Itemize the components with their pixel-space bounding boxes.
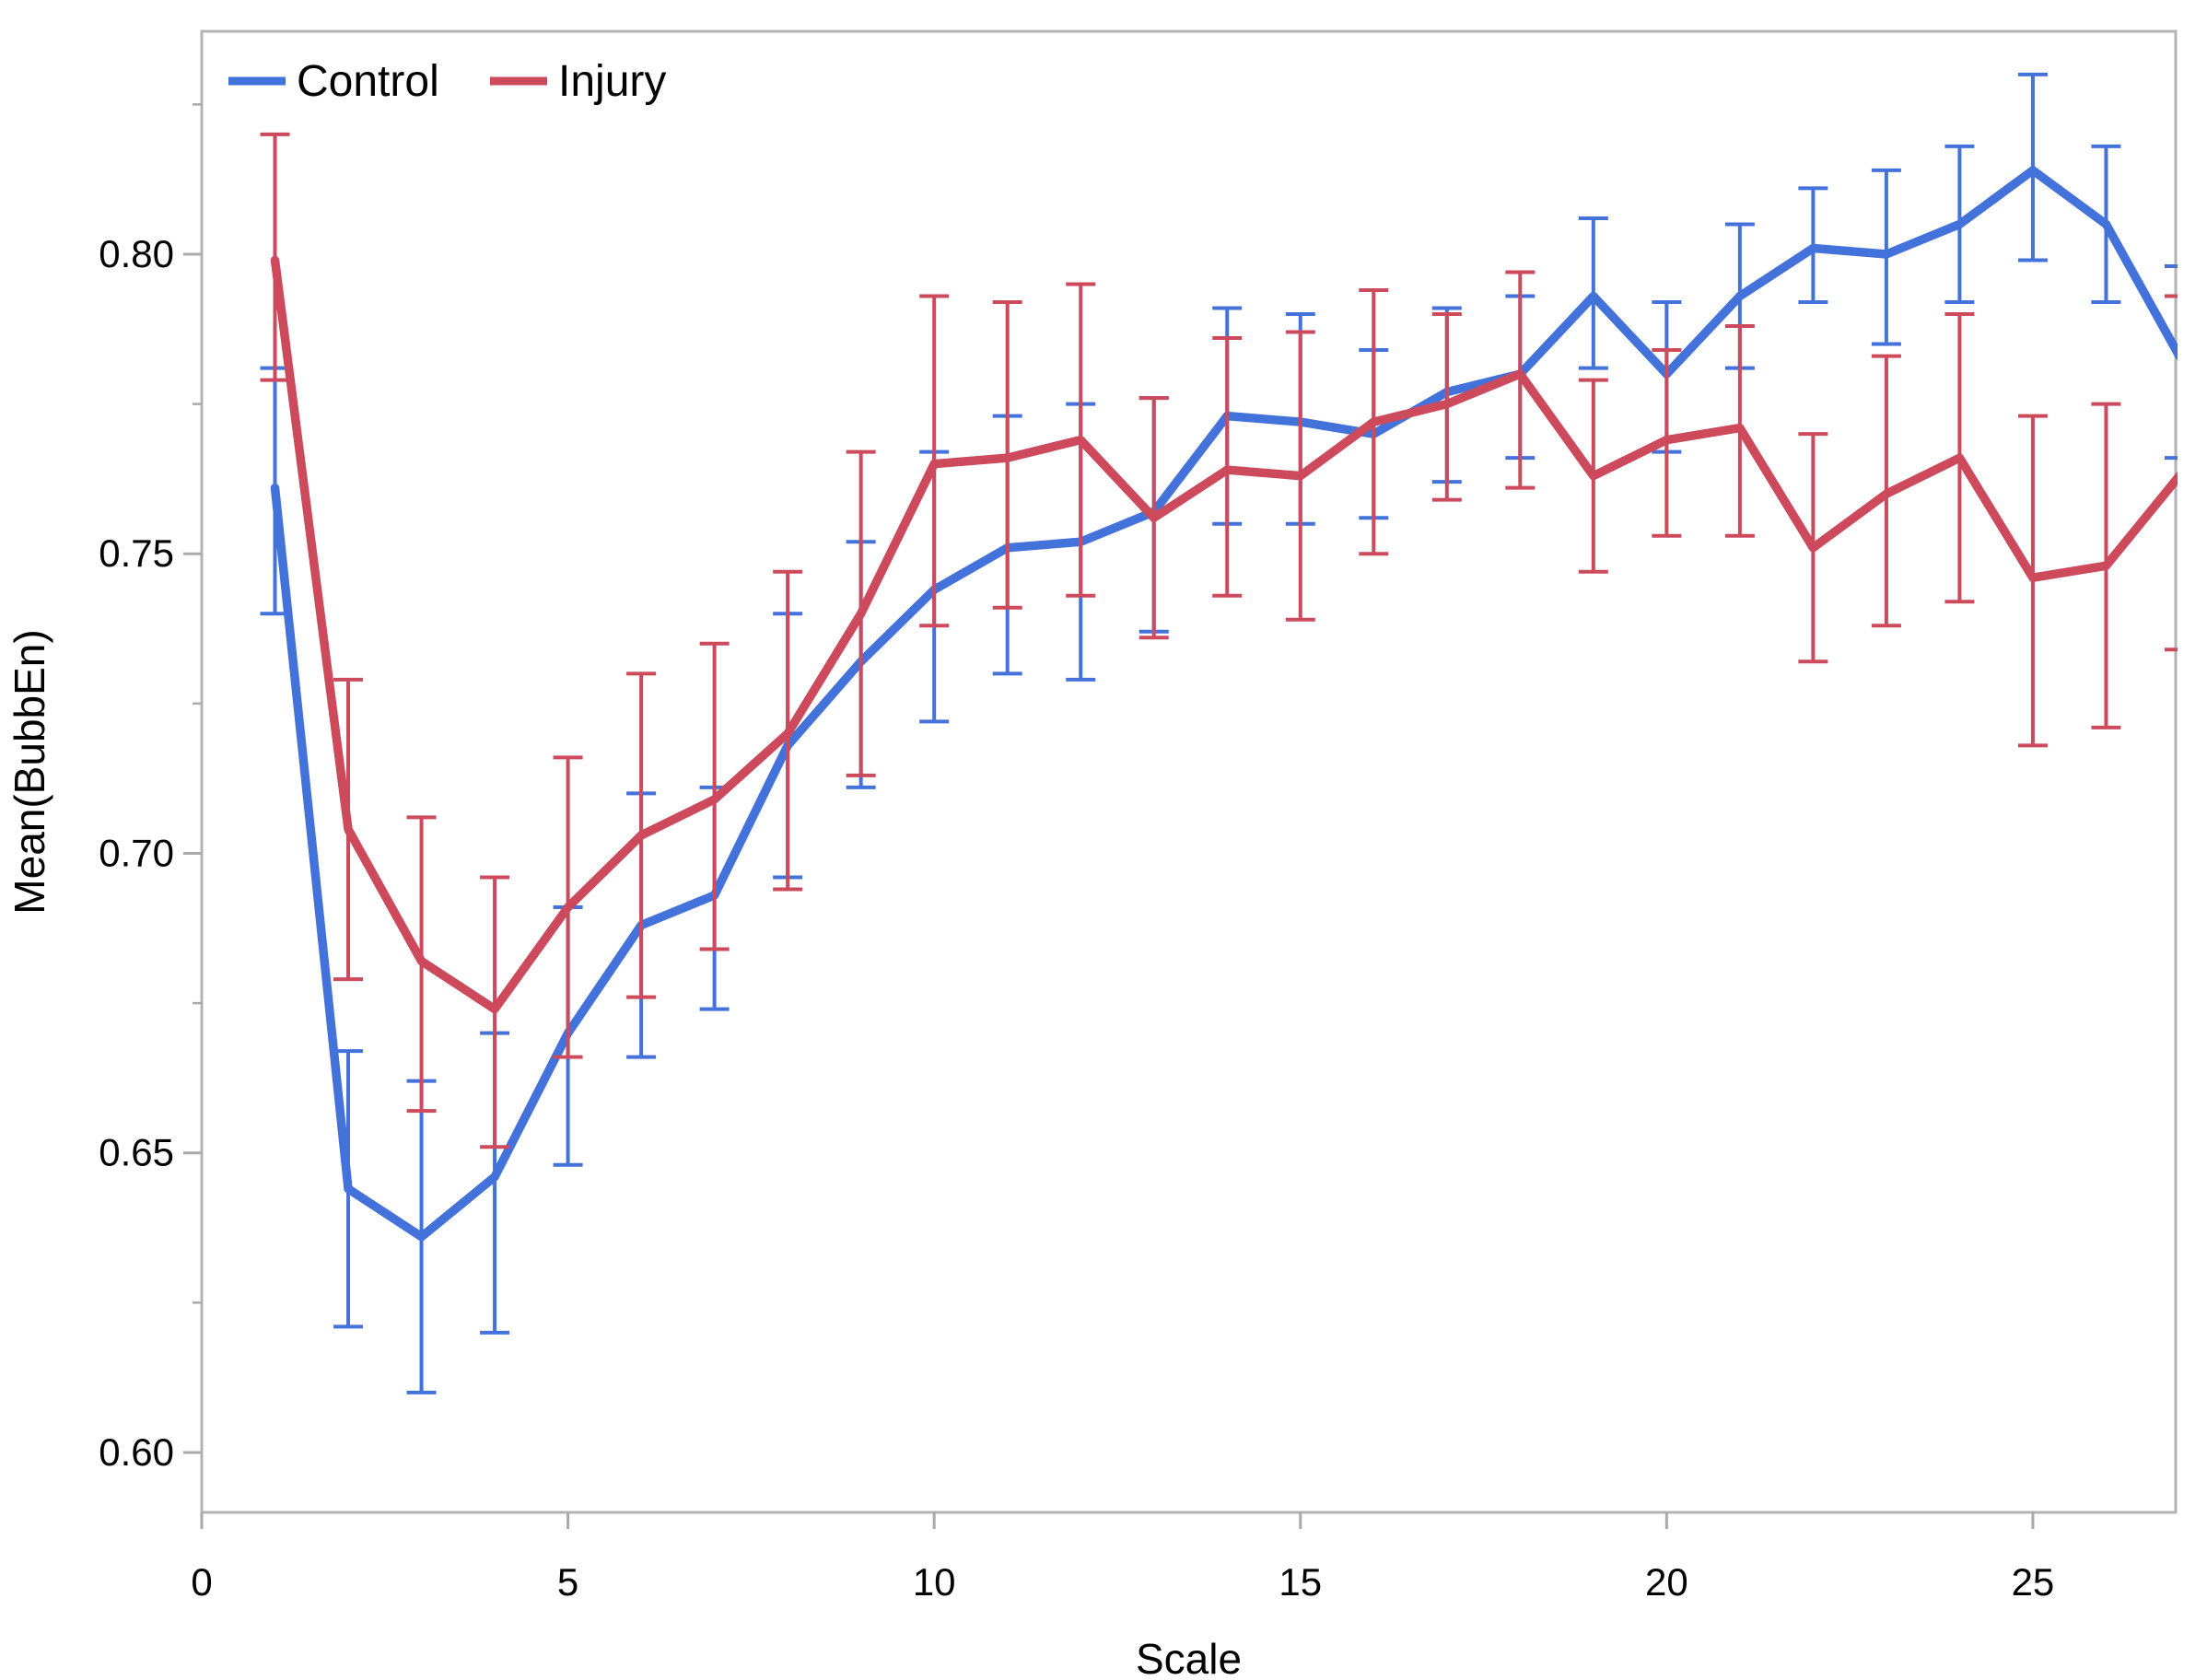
error-bar-injury: [1212, 336, 1243, 598]
error-bar-injury: [333, 677, 364, 982]
error-bar-injury: [1285, 330, 1315, 622]
error-bar-injury: [553, 755, 583, 1059]
error-bar-injury: [260, 132, 290, 382]
y-axis-tick-label: 0.60: [99, 1430, 174, 1474]
x-axis-tick-label: 20: [1645, 1560, 1688, 1604]
error-bar-injury: [2164, 294, 2178, 652]
y-axis-tick-label: 0.75: [99, 531, 174, 575]
error-bar-injury: [480, 875, 510, 1149]
error-bar-control: [2164, 263, 2178, 461]
error-bar-injury: [1578, 378, 1608, 574]
error-bar-injury: [1724, 324, 1755, 538]
error-bar-injury: [406, 815, 437, 1114]
x-axis-tick-label: 10: [913, 1560, 956, 1604]
error-bar-control: [2017, 72, 2048, 262]
error-bar-control: [1871, 168, 1901, 346]
error-bar-injury: [1066, 282, 1096, 598]
error-bar-injury: [2017, 414, 2048, 748]
error-bar-injury: [919, 294, 950, 628]
y-axis-tick-label: 0.65: [99, 1131, 174, 1174]
x-axis-title: Scale: [1136, 1635, 1242, 1680]
series-layer: [260, 72, 2178, 1394]
error-bar-injury: [846, 449, 876, 777]
legend-label-injury: Injury: [558, 57, 666, 106]
error-bar-injury: [1359, 288, 1389, 556]
x-axis-tick-label: 15: [1279, 1560, 1322, 1604]
error-bar-control: [2091, 144, 2121, 305]
error-bar-control: [1798, 186, 1828, 305]
error-bar-injury: [1871, 354, 1901, 628]
error-bar-injury: [699, 641, 730, 951]
error-bar-control: [1944, 144, 1975, 305]
legend-label-control: Control: [297, 57, 439, 106]
error-bar-control: [333, 1049, 364, 1329]
error-bar-injury: [1139, 396, 1169, 640]
plot-frame: [200, 29, 2178, 1514]
y-axis-tick-label: 0.70: [99, 831, 174, 874]
error-bar-injury: [1431, 312, 1462, 502]
error-bar-injury: [992, 300, 1022, 610]
error-bar-control: [406, 1079, 437, 1394]
error-bar-injury: [1944, 312, 1975, 604]
error-bar-injury: [626, 671, 657, 999]
y-axis-title: Mean(BubbEn): [6, 629, 53, 914]
x-axis-tick-label: 5: [557, 1560, 578, 1604]
x-axis-tick-label: 0: [191, 1560, 212, 1604]
x-axis-tick-label: 25: [2012, 1560, 2055, 1604]
error-bar-control: [1578, 216, 1608, 370]
error-bar-injury: [1505, 270, 1536, 490]
error-bar-injury: [1798, 432, 1828, 664]
error-bar-injury: [2091, 402, 2121, 729]
legend: Control Injury: [228, 57, 666, 106]
error-bar-injury: [773, 569, 803, 892]
y-axis-tick-label: 0.80: [99, 232, 174, 275]
error-bar-injury: [1652, 348, 1682, 538]
